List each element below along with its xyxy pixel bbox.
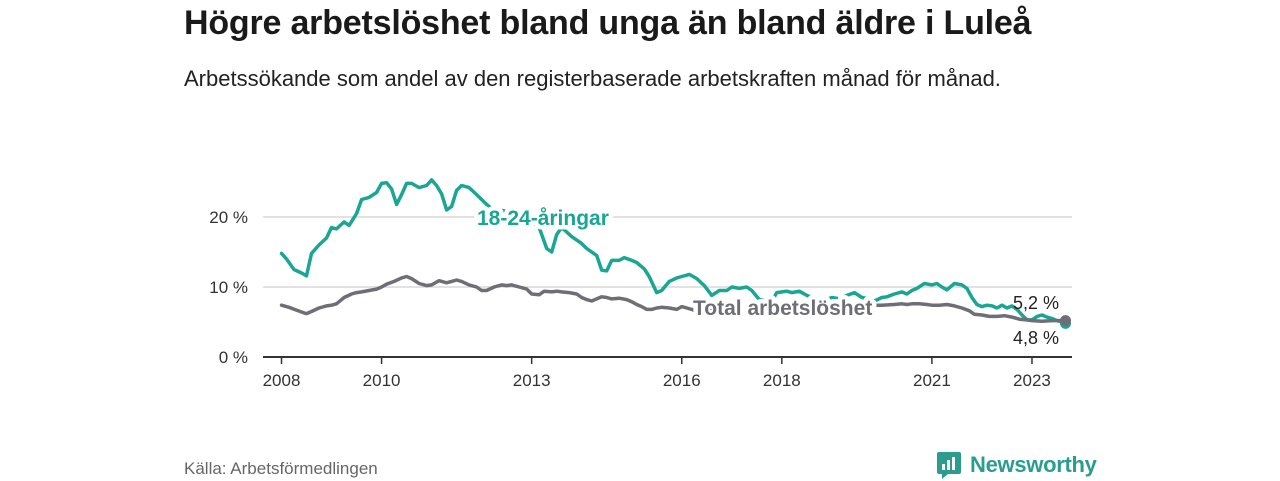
chart-title: Högre arbetslöshet bland unga än bland ä… [184, 4, 1032, 42]
series-label-youth-halo: 18-24-åringar [477, 207, 609, 230]
series-end-point [1059, 315, 1071, 327]
chart-subtitle: Arbetssökande som andel av den registerb… [184, 66, 1001, 91]
series-lines [279, 178, 1071, 329]
x-tick-label: 2016 [663, 371, 701, 390]
y-axis-labels: 0 % 10 % 20 % [209, 208, 248, 367]
x-tick-label: 2013 [513, 371, 551, 390]
y-tick-label: 10 % [209, 278, 248, 297]
series-label-total: Total arbetslöshet [693, 297, 872, 320]
y-tick-label: 20 % [209, 208, 248, 227]
brand-name: Newsworthy [970, 452, 1097, 477]
gridlines [263, 216, 1072, 288]
newsworthy-logo-icon [937, 452, 961, 479]
series-line-total [279, 274, 1068, 324]
end-label-youth: 4,8 % [1013, 328, 1059, 348]
x-tick-label: 2023 [1013, 371, 1051, 390]
source-note: Källa: Arbetsförmedlingen [184, 459, 378, 478]
x-tick-label: 2010 [363, 371, 401, 390]
x-tick-label: 2021 [913, 371, 951, 390]
end-label-total: 5,2 % [1013, 293, 1059, 313]
series-label-total-halo: Total arbetslöshet [693, 297, 872, 320]
x-tick-label: 2008 [263, 371, 301, 390]
series-label-youth: 18-24-åringar [477, 207, 609, 230]
x-tick-label: 2018 [763, 371, 801, 390]
series-line-youth [279, 178, 1068, 326]
x-axis: 2008 2010 2013 2016 2018 2021 2023 [263, 356, 1072, 390]
y-tick-label: 0 % [219, 348, 248, 367]
brand-logo[interactable]: Newsworthy [936, 449, 1097, 481]
